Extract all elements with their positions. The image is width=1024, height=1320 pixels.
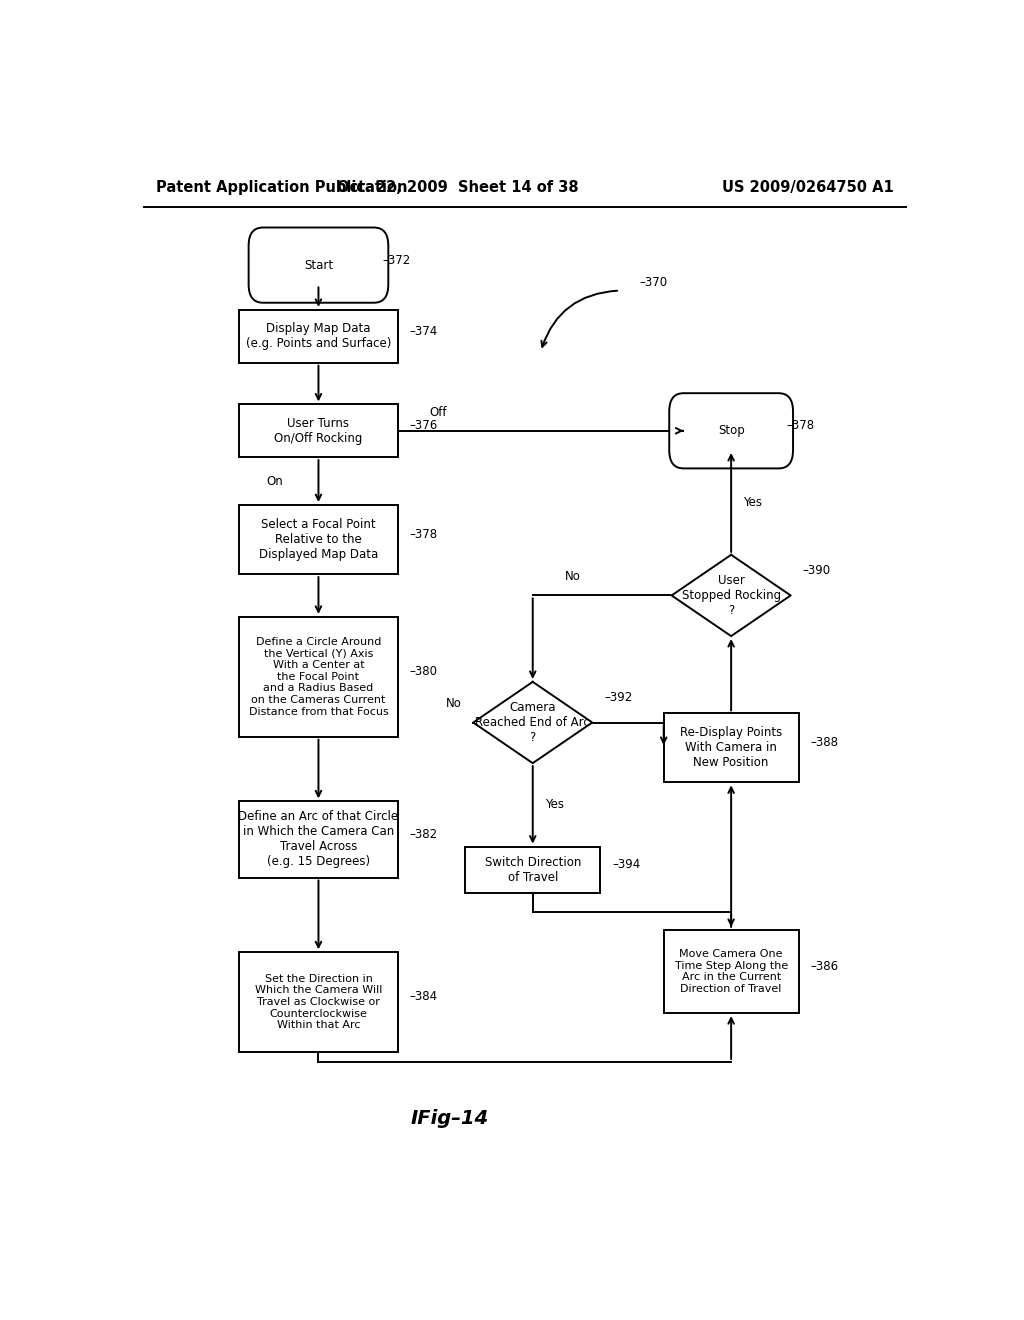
Text: Display Map Data
(e.g. Points and Surface): Display Map Data (e.g. Points and Surfac… — [246, 322, 391, 350]
Text: US 2009/0264750 A1: US 2009/0264750 A1 — [722, 181, 894, 195]
Text: –378: –378 — [410, 528, 438, 541]
Text: On: On — [266, 475, 284, 487]
Text: Switch Direction
of Travel: Switch Direction of Travel — [484, 855, 581, 884]
Text: Camera
Reached End of Arc
?: Camera Reached End of Arc ? — [475, 701, 590, 744]
Text: –394: –394 — [612, 858, 640, 871]
Text: Move Camera One
Time Step Along the
Arc in the Current
Direction of Travel: Move Camera One Time Step Along the Arc … — [675, 949, 787, 994]
Text: –382: –382 — [410, 828, 438, 841]
Bar — [239, 506, 397, 574]
FancyBboxPatch shape — [670, 393, 793, 469]
Polygon shape — [473, 682, 592, 763]
Text: –384: –384 — [410, 990, 438, 1003]
Polygon shape — [672, 554, 791, 636]
Text: Define an Arc of that Circle
in Which the Camera Can
Travel Across
(e.g. 15 Degr: Define an Arc of that Circle in Which th… — [239, 810, 398, 869]
Text: Off: Off — [430, 405, 447, 418]
Text: –370: –370 — [640, 276, 668, 289]
Bar — [239, 616, 397, 737]
Text: Stop: Stop — [718, 424, 744, 437]
Text: Yes: Yes — [545, 799, 563, 812]
Text: Define a Circle Around
the Vertical (Y) Axis
With a Center at
the Focal Point
an: Define a Circle Around the Vertical (Y) … — [249, 638, 388, 717]
Bar — [664, 929, 799, 1014]
Text: User
Stopped Rocking
?: User Stopped Rocking ? — [682, 574, 780, 616]
Text: –390: –390 — [803, 564, 830, 577]
Bar — [239, 952, 397, 1052]
Text: Yes: Yes — [743, 496, 762, 510]
Text: Select a Focal Point
Relative to the
Displayed Map Data: Select a Focal Point Relative to the Dis… — [259, 517, 378, 561]
Text: –392: –392 — [604, 690, 633, 704]
Text: User Turns
On/Off Rocking: User Turns On/Off Rocking — [274, 417, 362, 445]
Text: Start: Start — [304, 259, 333, 272]
Text: No: No — [564, 570, 581, 583]
Text: –388: –388 — [811, 737, 839, 750]
Text: No: No — [445, 697, 461, 710]
Bar — [239, 801, 397, 878]
Text: Set the Direction in
Which the Camera Will
Travel as Clockwise or
Counterclockwi: Set the Direction in Which the Camera Wi… — [255, 974, 382, 1030]
Text: ΙFig–14: ΙFig–14 — [411, 1109, 488, 1129]
Text: –378: –378 — [786, 420, 815, 432]
Bar — [465, 846, 600, 894]
Text: Patent Application Publication: Patent Application Publication — [156, 181, 408, 195]
Text: Re-Display Points
With Camera in
New Position: Re-Display Points With Camera in New Pos… — [680, 726, 782, 770]
Text: –376: –376 — [410, 420, 438, 432]
FancyBboxPatch shape — [249, 227, 388, 302]
Text: –386: –386 — [811, 960, 839, 973]
Bar — [239, 310, 397, 363]
Bar — [664, 713, 799, 783]
Text: Oct. 22, 2009  Sheet 14 of 38: Oct. 22, 2009 Sheet 14 of 38 — [337, 181, 579, 195]
Text: –372: –372 — [382, 253, 411, 267]
Text: –374: –374 — [410, 325, 438, 338]
Text: –380: –380 — [410, 665, 437, 678]
Bar — [239, 404, 397, 457]
